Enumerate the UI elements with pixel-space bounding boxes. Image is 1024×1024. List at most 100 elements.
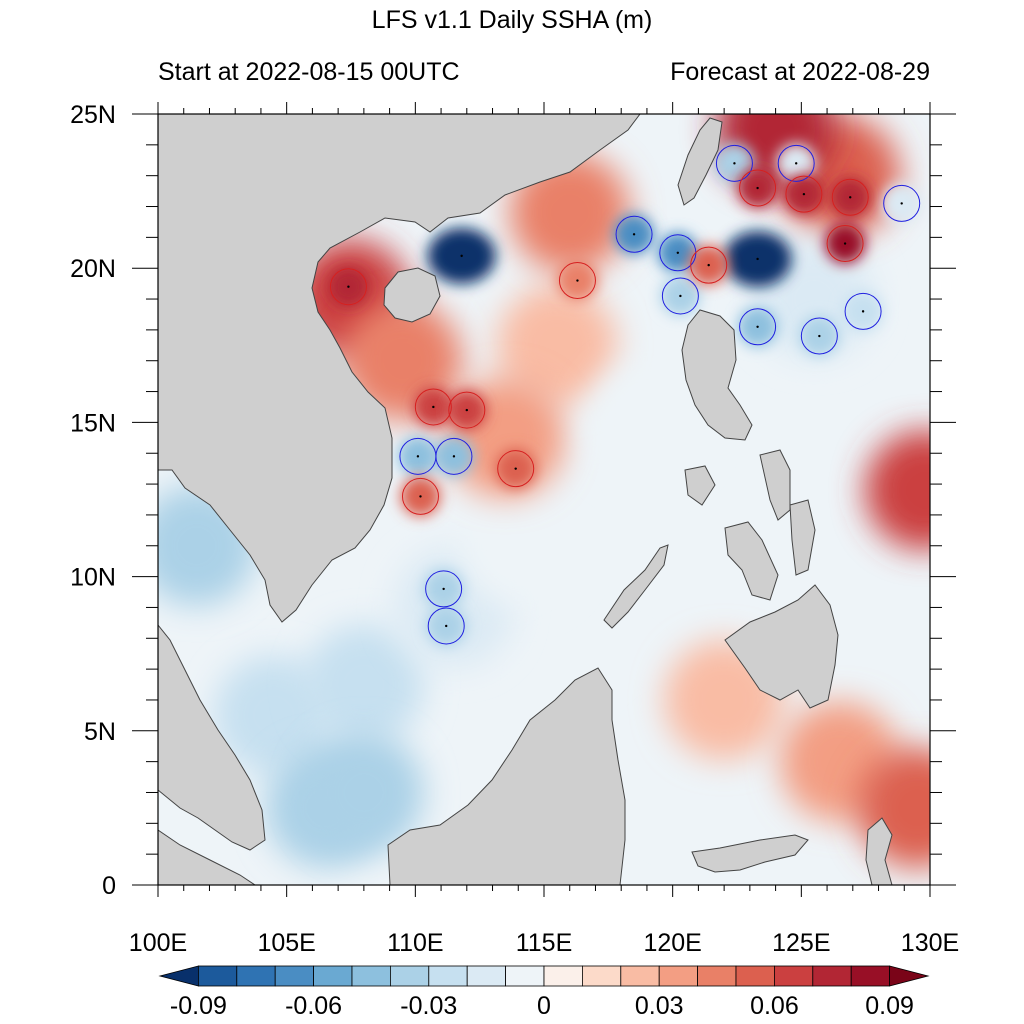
colorbar: -0.09 -0.06 -0.03 0 0.03 0.06 0.09 <box>158 965 930 1020</box>
colorbar-swatch <box>774 965 814 987</box>
anomaly-region <box>509 152 630 273</box>
colorbar-swatch <box>850 965 891 987</box>
eddy-center-dot <box>432 405 435 409</box>
eddy-outline <box>427 607 465 645</box>
eddy-center-dot <box>514 467 517 470</box>
eddy-center-dot <box>676 251 680 254</box>
colorbar-swatch <box>158 965 199 987</box>
colorbar-swatch <box>274 965 315 987</box>
eddy-center-dot <box>707 263 710 267</box>
land-sumatra <box>158 829 256 885</box>
eddy-center-dot <box>679 294 682 298</box>
y-tick-label: 5N <box>84 718 116 746</box>
eddy-outline <box>661 277 699 315</box>
land-borneo <box>387 667 626 885</box>
colorbar-label: 0.03 <box>635 992 684 1020</box>
colorbar-swatch <box>351 965 391 987</box>
colorbar-label: -0.09 <box>170 992 227 1020</box>
colorbar-label: 0.06 <box>750 992 799 1020</box>
eddy-center-dot <box>442 587 445 591</box>
eddy-center-dot <box>465 408 468 412</box>
colorbar-swatch <box>313 965 353 987</box>
eddy-outline <box>800 317 838 355</box>
anomaly-region <box>303 624 424 745</box>
chart-title: LFS v1.1 Daily SSHA (m) <box>371 6 653 34</box>
anomaly-region <box>496 285 617 406</box>
colorbar-label: -0.06 <box>285 992 342 1020</box>
axis-layer: 100E 105E 110E 115E 120E 125E 130E 0 5N 10N 15N 20N… <box>70 101 959 957</box>
eddy-outline <box>831 178 869 216</box>
colorbar-swatch <box>236 965 276 987</box>
y-tick-label: 25N <box>70 101 116 129</box>
x-tick-label: 105E <box>257 929 315 957</box>
land-hainan <box>383 267 441 323</box>
eddy-outline <box>739 169 777 207</box>
land-mindoro <box>684 465 716 506</box>
eddy-center-dot <box>632 233 636 236</box>
land-halmahera <box>865 817 893 885</box>
eddy-outline <box>448 391 486 429</box>
x-tick-label: 110E <box>387 929 444 957</box>
map-area <box>158 114 930 885</box>
y-tick-label: 10N <box>70 564 116 592</box>
eddy-outline <box>435 437 473 475</box>
y-tick-label: 0 <box>102 872 116 900</box>
eddy-outline <box>690 246 728 284</box>
land-panay-negros <box>724 521 779 601</box>
eddy-center-dot <box>756 257 759 261</box>
colorbar-label: 0.09 <box>865 992 914 1020</box>
colorbar-swatch <box>428 965 468 987</box>
anomaly-region <box>213 655 334 776</box>
eddy-center-dot <box>452 455 456 458</box>
colorbar-swatch <box>197 965 238 987</box>
eddy-outline <box>425 570 463 608</box>
y-tick-label: 15N <box>70 409 116 437</box>
eddy-outline <box>401 477 439 515</box>
subtitle-forecast-time: Forecast at 2022-08-29 <box>670 58 930 86</box>
x-tick-label: 115E <box>516 929 573 957</box>
anomaly-region <box>458 485 579 606</box>
eddy-outline-layer <box>329 144 921 645</box>
eddy-outline <box>329 268 367 306</box>
eddy-outline <box>883 184 921 222</box>
colorbar-label: -0.03 <box>400 992 457 1020</box>
eddy-center-dot <box>419 495 422 498</box>
colorbar-swatch <box>620 965 660 987</box>
colorbar-swatch <box>582 965 622 987</box>
land-sulawesi <box>691 834 809 873</box>
eddy-center-dot <box>576 279 579 282</box>
colorbar-label: 0 <box>537 992 551 1020</box>
y-tick-label: 20N <box>70 255 116 283</box>
eddy-center-dot <box>900 202 903 205</box>
eddy-center-dot <box>849 196 852 199</box>
eddy-outline <box>558 262 596 300</box>
x-tick-label: 130E <box>901 929 959 957</box>
land-layer <box>158 114 893 885</box>
colorbar-swatch <box>812 965 852 987</box>
land-palawan <box>603 544 669 629</box>
eddy-center-dot <box>818 334 821 338</box>
x-tick-label: 125E <box>772 929 830 957</box>
land-malay-peninsula <box>158 624 266 851</box>
colorbar-swatch <box>697 965 737 987</box>
eddy-outline <box>497 450 535 488</box>
eddy-center-dot <box>733 162 736 165</box>
colorbar-swatch <box>735 965 775 987</box>
anomaly-region <box>303 732 424 853</box>
eddy-center-dot <box>460 254 463 258</box>
colorbar-swatch <box>389 965 430 987</box>
land-asia-mainland <box>158 114 641 623</box>
eddy-center-dot <box>756 325 759 328</box>
eddy-outline <box>715 144 753 182</box>
eddy-center-dot <box>802 192 806 196</box>
anomaly-region <box>864 430 930 551</box>
eddy-outline <box>739 308 777 346</box>
land-luzon <box>681 309 753 441</box>
eddy-center-dot <box>794 162 798 165</box>
land-bohol-cebu <box>789 499 816 576</box>
colorbar-swatch <box>658 965 699 987</box>
land-mindanao <box>724 584 839 709</box>
colorbar-swatch <box>889 965 930 987</box>
eddy-outline <box>414 388 452 426</box>
